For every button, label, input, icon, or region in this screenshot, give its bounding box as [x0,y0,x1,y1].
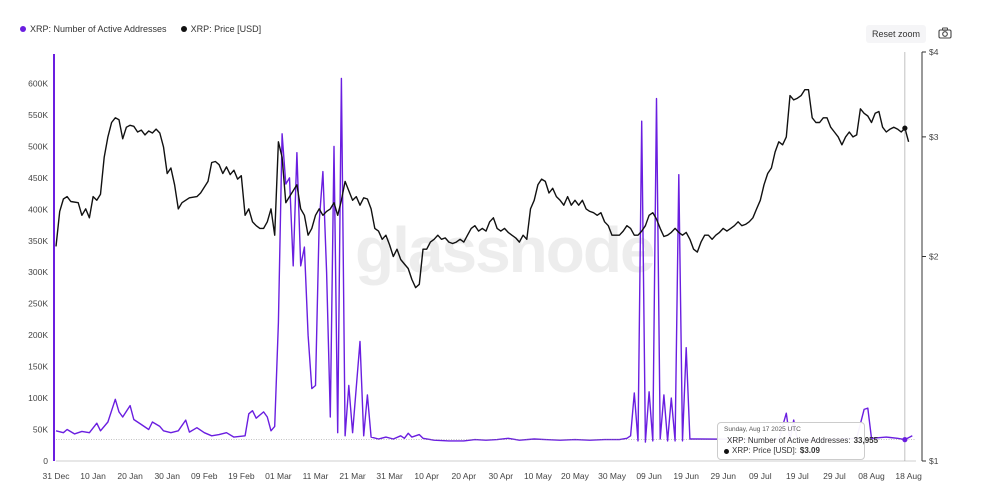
y-right-tick-label: $1 [929,456,939,466]
tooltip-row-addresses: XRP: Number of Active Addresses: 33,955 [724,436,878,446]
y-left-tick-label: 0 [43,456,48,466]
tooltip-date: Sunday, Aug 17 2025 UTC [724,426,801,433]
y-left-tick-label: 350K [28,236,48,246]
y-right-tick-label: $2 [929,252,939,262]
x-tick-label: 31 Dec [43,471,71,481]
y-left-tick-label: 450K [28,173,48,183]
x-tick-label: 11 Mar [303,471,329,481]
x-tick-label: 19 Jul [786,471,809,481]
y-right-tick-label: $3 [929,132,939,142]
y-left-tick-label: 150K [28,362,48,372]
x-tick-label: 19 Feb [228,471,255,481]
x-tick-label: 30 May [598,471,627,481]
camera-icon [938,27,952,39]
tooltip-price-label: XRP: Price [USD]: [732,446,797,455]
camera-button[interactable] [936,26,954,42]
x-tick-label: 21 Mar [339,471,366,481]
x-tick-label: 09 Jun [636,471,662,481]
legend-item-addresses[interactable]: XRP: Number of Active Addresses [20,24,167,34]
y-left-tick-label: 400K [28,204,48,214]
y-left-tick-label: 300K [28,267,48,277]
x-tick-label: 29 Jul [823,471,846,481]
y-left-tick-label: 500K [28,141,48,151]
x-tick-label: 10 Jan [80,471,106,481]
watermark: glassnode [355,214,654,286]
x-tick-label: 09 Jul [749,471,772,481]
legend: XRP: Number of Active Addresses XRP: Pri… [20,24,261,34]
y-left-tick-label: 100K [28,393,48,403]
x-tick-label: 20 May [561,471,590,481]
series-line-addresses [55,77,913,443]
tooltip: Sunday, Aug 17 2025 UTC XRP: Number of A… [717,422,878,460]
axes: 0 50K 100K 150K 200K 250K 300K 350K 400K 450K 500K… [28,47,939,481]
y-left-tick-label: 600K [28,78,48,88]
tooltip-addresses-value: 33,955 [853,436,879,445]
x-tick-label: 20 Jan [117,471,143,481]
hover-point-price [902,125,908,131]
x-tick-label: 10 May [524,471,553,481]
x-tick-label: 30 Jan [154,471,180,481]
hover-point-addresses [902,437,908,443]
tooltip-row-price: XRP: Price [USD]: $3.09 [724,446,858,456]
x-tick-label: 31 Mar [376,471,403,481]
x-tick-label: 18 Aug [895,471,922,481]
legend-dot-icon [180,26,187,32]
reset-zoom-button[interactable]: Reset zoom [866,25,926,43]
legend-item-price[interactable]: XRP: Price [USD] [180,24,262,34]
y-left-tick-label: 250K [28,299,48,309]
series-layer [55,52,916,461]
y-left-tick-label: 550K [28,110,48,120]
tooltip-price-value: $3.09 [799,446,820,455]
x-tick-label: 09 Feb [191,471,218,481]
series-line-price [55,88,910,289]
x-tick-label: 08 Aug [858,471,885,481]
legend-label-price: XRP: Price [USD] [190,24,262,34]
legend-dot-icon [20,26,26,32]
y-left-tick-label: 200K [28,330,48,340]
tooltip-addresses-label: XRP: Number of Active Addresses: [727,436,851,445]
y-left-tick-label: 50K [33,425,48,435]
x-tick-label: 30 Apr [489,471,514,481]
x-tick-label: 01 Mar [265,471,292,481]
x-tick-label: 19 Jun [673,471,699,481]
tooltip-dot-icon [724,448,729,454]
y-right-tick-label: $4 [929,47,939,57]
x-tick-label: 29 Jun [710,471,736,481]
legend-label-addresses: XRP: Number of Active Addresses [30,24,167,34]
x-tick-label: 20 Apr [451,471,476,481]
x-tick-label: 10 Apr [414,471,439,481]
